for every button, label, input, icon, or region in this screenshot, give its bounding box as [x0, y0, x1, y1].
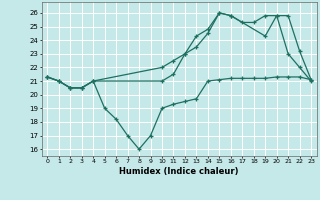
X-axis label: Humidex (Indice chaleur): Humidex (Indice chaleur) — [119, 167, 239, 176]
